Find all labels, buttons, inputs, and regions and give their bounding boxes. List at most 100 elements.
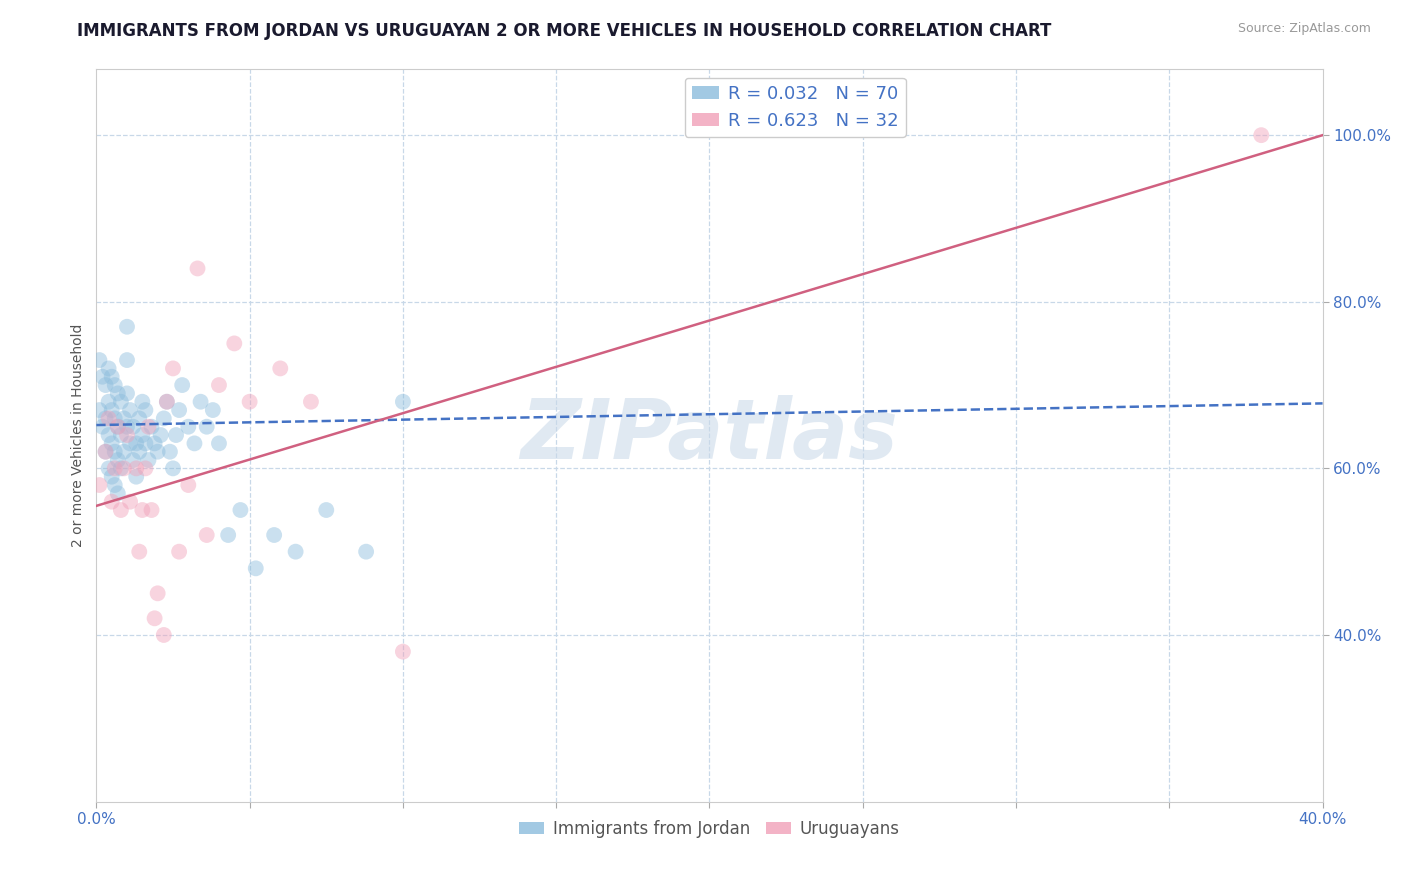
Point (120, 494, 142, 508)
Point (146, 444, 169, 458)
Point (201, 403, 224, 417)
Point (224, 336, 246, 351)
Point (141, 419, 163, 434)
Point (107, 419, 129, 434)
Y-axis label: 2 or more Vehicles in Household: 2 or more Vehicles in Household (72, 324, 86, 547)
Point (104, 478, 127, 492)
Point (115, 319, 138, 334)
Point (104, 444, 127, 458)
Point (167, 544, 190, 558)
Point (1250, 128, 1272, 143)
Point (97, 428, 120, 442)
Point (94, 444, 117, 458)
Point (131, 394, 153, 409)
Point (156, 394, 179, 409)
Point (162, 361, 184, 376)
Point (299, 394, 322, 409)
Point (195, 528, 218, 542)
Text: Source: ZipAtlas.com: Source: ZipAtlas.com (1237, 22, 1371, 36)
Point (97, 461, 120, 475)
Point (190, 394, 212, 409)
Point (315, 503, 337, 517)
Point (89, 478, 111, 492)
Point (165, 428, 187, 442)
Point (128, 444, 150, 458)
Point (112, 444, 135, 458)
Point (125, 469, 148, 483)
Point (104, 461, 127, 475)
Point (107, 486, 129, 500)
Point (115, 386, 138, 401)
Legend: Immigrants from Jordan, Uruguayans: Immigrants from Jordan, Uruguayans (513, 814, 907, 845)
Point (107, 419, 129, 434)
Point (177, 478, 200, 492)
Point (149, 428, 172, 442)
Point (208, 436, 231, 450)
Text: IMMIGRANTS FROM JORDAN VS URUGUAYAN 2 OR MORE VEHICLES IN HOUSEHOLD CORRELATION : IMMIGRANTS FROM JORDAN VS URUGUAYAN 2 OR… (77, 22, 1052, 40)
Point (97, 394, 120, 409)
Point (131, 428, 153, 442)
Point (120, 436, 142, 450)
Point (110, 428, 132, 442)
Point (89, 403, 111, 417)
Point (152, 628, 174, 642)
Point (392, 394, 415, 409)
Point (263, 528, 285, 542)
Point (128, 544, 150, 558)
Point (104, 411, 127, 425)
Point (125, 461, 148, 475)
Point (91, 369, 114, 384)
Point (110, 503, 132, 517)
Point (143, 436, 166, 450)
Point (134, 461, 156, 475)
Point (138, 419, 160, 434)
Point (91, 419, 114, 434)
Point (100, 369, 122, 384)
Point (120, 403, 142, 417)
Point (131, 503, 153, 517)
Point (239, 394, 262, 409)
Point (104, 378, 127, 392)
Point (245, 561, 267, 575)
Point (122, 419, 145, 434)
Point (100, 469, 122, 483)
Point (128, 411, 150, 425)
Point (100, 436, 122, 450)
Point (141, 503, 163, 517)
Point (94, 411, 117, 425)
Point (107, 453, 129, 467)
Point (97, 361, 120, 376)
Point (156, 394, 179, 409)
Point (159, 444, 181, 458)
Point (217, 528, 239, 542)
Point (115, 353, 138, 368)
Point (143, 611, 166, 625)
Point (167, 403, 190, 417)
Point (269, 361, 291, 376)
Point (195, 419, 218, 434)
Point (107, 386, 129, 401)
Point (172, 378, 194, 392)
Point (134, 403, 156, 417)
Point (177, 419, 200, 434)
Point (125, 436, 148, 450)
Point (392, 645, 415, 659)
Point (115, 428, 138, 442)
Point (208, 378, 231, 392)
Point (110, 394, 132, 409)
Point (112, 461, 135, 475)
Point (89, 353, 111, 368)
Point (100, 403, 122, 417)
Point (97, 411, 120, 425)
Point (94, 378, 117, 392)
Point (146, 586, 169, 600)
Point (162, 461, 184, 475)
Point (122, 453, 145, 467)
Point (138, 453, 160, 467)
Point (229, 503, 252, 517)
Point (115, 419, 138, 434)
Point (94, 444, 117, 458)
Point (183, 436, 205, 450)
Point (186, 261, 208, 276)
Point (354, 544, 377, 558)
